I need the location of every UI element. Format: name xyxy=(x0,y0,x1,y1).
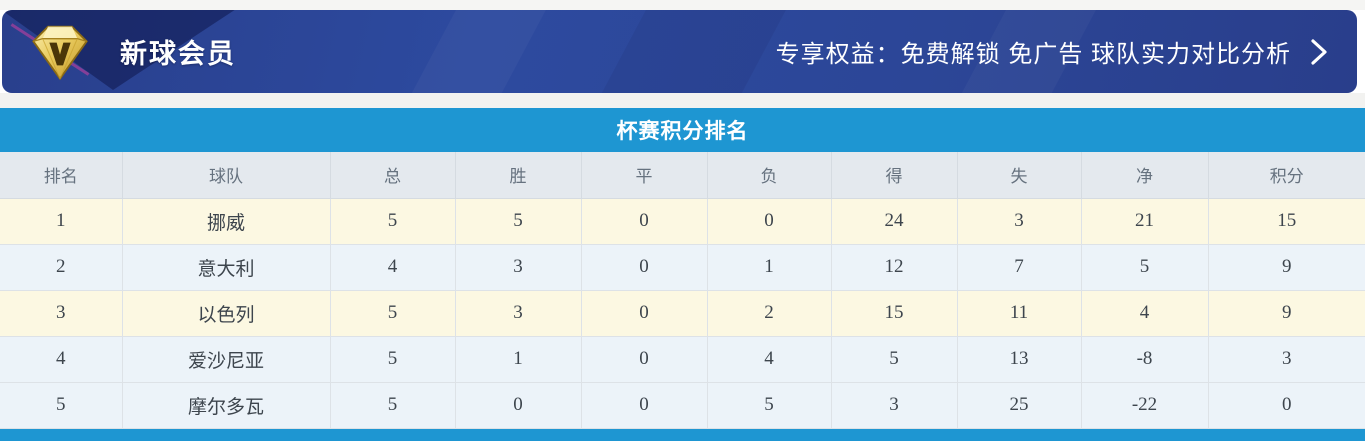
team-link[interactable]: 意大利 xyxy=(121,243,331,291)
team-link[interactable]: 以色列 xyxy=(121,289,331,337)
pts-cell: 0 xyxy=(1207,381,1365,429)
banner-title: 新球会员 xyxy=(120,39,236,69)
table-title: 杯赛积分排名 xyxy=(616,120,749,143)
win-cell: 3 xyxy=(454,243,582,291)
gf-cell: 5 xyxy=(830,335,958,383)
team-link[interactable]: 摩尔多瓦 xyxy=(121,381,331,429)
column-header-8: 净 xyxy=(1080,152,1209,199)
gf-cell: 24 xyxy=(830,197,958,245)
table-title-bar: 杯赛积分排名 xyxy=(0,108,1365,152)
table-row: 2 意大利 4 3 0 1 12 7 5 9 xyxy=(0,243,1365,291)
column-header-3: 胜 xyxy=(454,152,582,199)
gd-cell: 5 xyxy=(1080,243,1209,291)
team-link[interactable]: 挪威 xyxy=(121,197,331,245)
pts-cell: 3 xyxy=(1207,335,1365,383)
draw-cell: 0 xyxy=(580,197,708,245)
total-cell: 4 xyxy=(329,243,456,291)
ga-cell: 25 xyxy=(956,381,1082,429)
column-header-6: 得 xyxy=(830,152,958,199)
win-cell: 5 xyxy=(454,197,582,245)
ga-cell: 7 xyxy=(956,243,1082,291)
rank-cell: 4 xyxy=(0,335,123,383)
gf-cell: 15 xyxy=(830,289,958,337)
ga-cell: 3 xyxy=(956,197,1082,245)
gd-cell: 21 xyxy=(1080,197,1209,245)
loss-cell: 2 xyxy=(706,289,832,337)
table-row: 5 摩尔多瓦 5 0 0 5 3 25 -22 0 xyxy=(0,381,1365,429)
gf-cell: 3 xyxy=(830,381,958,429)
gd-cell: -22 xyxy=(1080,381,1209,429)
win-cell: 1 xyxy=(454,335,582,383)
draw-cell: 0 xyxy=(580,243,708,291)
team-link[interactable]: 爱沙尼亚 xyxy=(121,335,331,383)
table-row: 4 爱沙尼亚 5 1 0 4 5 13 -8 3 xyxy=(0,335,1365,383)
banner-stripe-decoration xyxy=(403,10,551,93)
pts-cell: 15 xyxy=(1207,197,1365,245)
ga-cell: 11 xyxy=(956,289,1082,337)
page-top-strip xyxy=(0,0,1365,10)
pts-cell: 9 xyxy=(1207,289,1365,337)
total-cell: 5 xyxy=(329,289,456,337)
column-header-0: 排名 xyxy=(0,152,123,199)
loss-cell: 4 xyxy=(706,335,832,383)
loss-cell: 0 xyxy=(706,197,832,245)
win-cell: 3 xyxy=(454,289,582,337)
column-header-2: 总 xyxy=(329,152,456,199)
table-row: 1 挪威 5 5 0 0 24 3 21 15 xyxy=(0,197,1365,245)
column-header-5: 负 xyxy=(706,152,832,199)
total-cell: 5 xyxy=(329,381,456,429)
column-header-7: 失 xyxy=(956,152,1082,199)
banner-benefits-text: 专享权益：免费解锁 免广告 球队实力对比分析 xyxy=(775,41,1291,68)
membership-banner[interactable]: 新球会员 专享权益：免费解锁 免广告 球队实力对比分析 xyxy=(2,10,1357,93)
rank-cell: 1 xyxy=(0,197,123,245)
table-row: 3 以色列 5 3 0 2 15 11 4 9 xyxy=(0,289,1365,337)
table-header-row: 排名 球队总胜平负得失净积分 xyxy=(0,152,1365,199)
gd-cell: -8 xyxy=(1080,335,1209,383)
ga-cell: 13 xyxy=(956,335,1082,383)
loss-cell: 5 xyxy=(706,381,832,429)
vip-diamond-icon xyxy=(28,20,92,84)
draw-cell: 0 xyxy=(580,289,708,337)
section-gap xyxy=(0,93,1365,108)
standings-table: 排名 球队总胜平负得失净积分 1 挪威 5 5 0 0 24 3 21 15 2 意大利 4 3 0 1 12 7 5… xyxy=(0,152,1365,429)
banner-stripe-decoration xyxy=(592,10,792,93)
chevron-right-icon[interactable] xyxy=(1309,38,1329,65)
total-cell: 5 xyxy=(329,335,456,383)
draw-cell: 0 xyxy=(580,335,708,383)
rank-cell: 3 xyxy=(0,289,123,337)
gf-cell: 12 xyxy=(830,243,958,291)
bottom-accent-bar xyxy=(0,428,1365,441)
pts-cell: 9 xyxy=(1207,243,1365,291)
total-cell: 5 xyxy=(329,197,456,245)
loss-cell: 1 xyxy=(706,243,832,291)
rank-cell: 2 xyxy=(0,243,123,291)
win-cell: 0 xyxy=(454,381,582,429)
column-header-1: 球队 xyxy=(121,152,331,199)
rank-cell: 5 xyxy=(0,381,123,429)
column-header-4: 平 xyxy=(580,152,708,199)
gd-cell: 4 xyxy=(1080,289,1209,337)
column-header-9: 积分 xyxy=(1207,152,1365,199)
draw-cell: 0 xyxy=(580,381,708,429)
